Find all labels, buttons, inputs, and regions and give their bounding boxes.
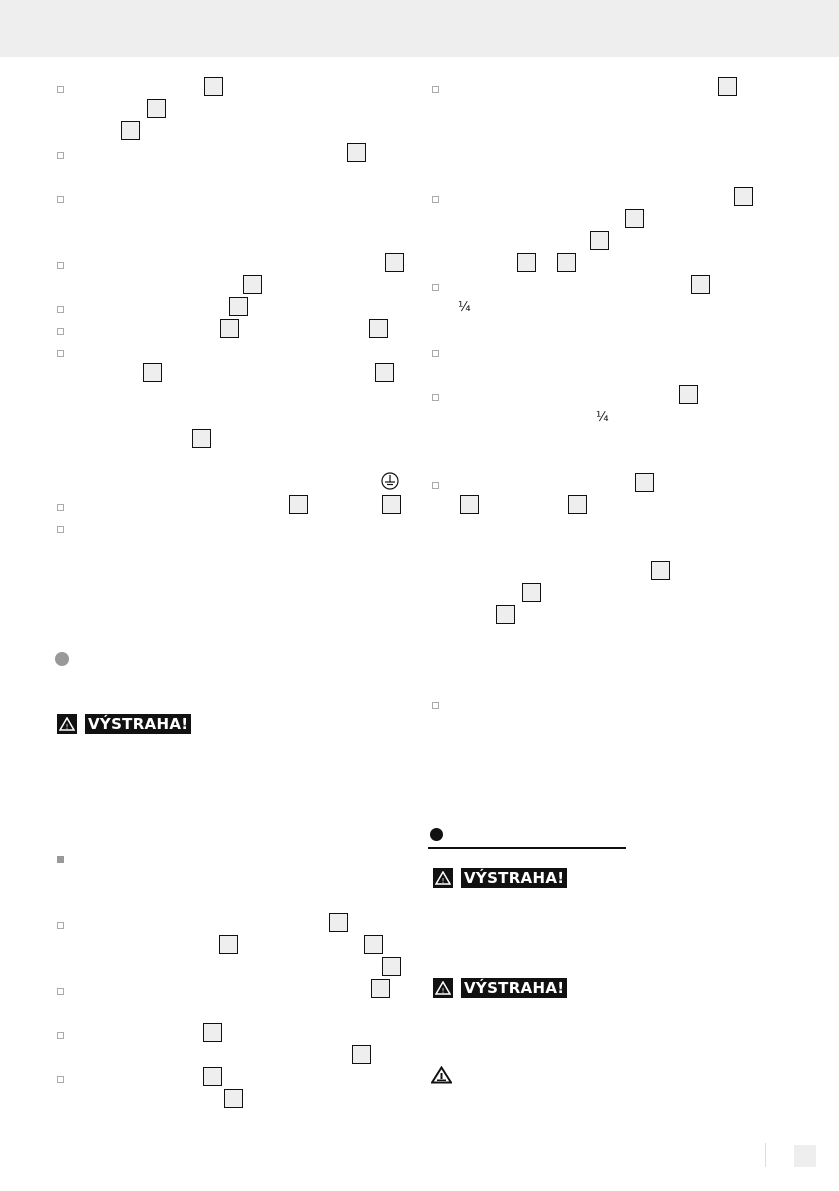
bullet-marker bbox=[57, 86, 64, 93]
figure-reference-box bbox=[219, 935, 238, 954]
warning-triangle-icon: ! bbox=[433, 868, 453, 888]
warning-triangle-icon: ! bbox=[433, 978, 453, 998]
page-footer-divider bbox=[765, 1143, 766, 1167]
figure-reference-box bbox=[364, 935, 383, 954]
svg-text:!: ! bbox=[66, 723, 69, 731]
section-underline bbox=[428, 847, 626, 849]
figure-reference-box bbox=[203, 1023, 222, 1042]
figure-reference-box bbox=[243, 275, 262, 294]
bullet-marker bbox=[57, 152, 64, 159]
bullet-marker bbox=[432, 196, 439, 203]
figure-reference-box bbox=[382, 495, 401, 514]
fraction-text: ¼ bbox=[458, 300, 471, 315]
section-marker-black-circle bbox=[430, 828, 443, 841]
figure-reference-box bbox=[229, 297, 248, 316]
figure-reference-box bbox=[289, 495, 308, 514]
figure-reference-box bbox=[371, 979, 390, 998]
bullet-marker bbox=[432, 482, 439, 489]
figure-reference-box bbox=[517, 253, 536, 272]
figure-reference-box bbox=[121, 121, 140, 140]
bullet-marker bbox=[57, 922, 64, 929]
bullet-marker bbox=[432, 394, 439, 401]
bullet-marker bbox=[432, 284, 439, 291]
subsection-marker-square bbox=[57, 856, 64, 863]
bullet-marker bbox=[57, 196, 64, 203]
figure-reference-box bbox=[204, 77, 223, 96]
bullet-marker bbox=[57, 306, 64, 313]
bullet-marker bbox=[57, 504, 64, 511]
figure-reference-box bbox=[635, 473, 654, 492]
figure-reference-box bbox=[718, 77, 737, 96]
figure-reference-box bbox=[496, 605, 515, 624]
bullet-marker bbox=[57, 1032, 64, 1039]
bullet-marker bbox=[57, 328, 64, 335]
figure-reference-box bbox=[224, 1089, 243, 1108]
warning-label: VÝSTRAHA! bbox=[85, 714, 192, 734]
figure-reference-box bbox=[568, 495, 587, 514]
warning-label: VÝSTRAHA! bbox=[461, 978, 568, 998]
warning-3: ! VÝSTRAHA! bbox=[433, 978, 568, 998]
bullet-marker bbox=[57, 526, 64, 533]
warning-1: ! VÝSTRAHA! bbox=[57, 714, 192, 734]
figure-reference-box bbox=[590, 231, 609, 250]
figure-reference-box bbox=[679, 385, 698, 404]
bullet-marker bbox=[57, 1076, 64, 1083]
warning-label: VÝSTRAHA! bbox=[461, 868, 568, 888]
figure-reference-box bbox=[625, 209, 644, 228]
figure-reference-box bbox=[220, 319, 239, 338]
caution-triangle-icon bbox=[431, 1066, 452, 1084]
page-header-band bbox=[0, 0, 839, 57]
figure-reference-box bbox=[203, 1067, 222, 1086]
figure-reference-box bbox=[147, 99, 166, 118]
figure-reference-box bbox=[347, 143, 366, 162]
bullet-marker bbox=[57, 988, 64, 995]
figure-reference-box bbox=[460, 495, 479, 514]
figure-reference-box bbox=[329, 913, 348, 932]
warning-2: ! VÝSTRAHA! bbox=[433, 868, 568, 888]
bullet-marker bbox=[432, 86, 439, 93]
figure-reference-box bbox=[192, 429, 211, 448]
bullet-marker bbox=[432, 350, 439, 357]
figure-reference-box bbox=[734, 187, 753, 206]
figure-reference-box bbox=[522, 583, 541, 602]
figure-reference-box bbox=[385, 253, 404, 272]
bullet-marker bbox=[432, 702, 439, 709]
figure-reference-box bbox=[352, 1045, 371, 1064]
figure-reference-box bbox=[691, 275, 710, 294]
bullet-marker bbox=[57, 350, 64, 357]
figure-reference-box bbox=[143, 363, 162, 382]
figure-reference-box bbox=[375, 363, 394, 382]
figure-reference-box bbox=[369, 319, 388, 338]
figure-reference-box bbox=[557, 253, 576, 272]
fraction-text: ¼ bbox=[596, 410, 609, 425]
page-number-box bbox=[794, 1145, 816, 1167]
svg-text:!: ! bbox=[442, 987, 445, 995]
section-marker-gray-circle bbox=[55, 652, 69, 666]
warning-triangle-icon: ! bbox=[57, 714, 77, 734]
bullet-marker bbox=[57, 262, 64, 269]
svg-text:!: ! bbox=[442, 877, 445, 885]
figure-reference-box bbox=[651, 561, 670, 580]
ground-symbol-icon bbox=[381, 472, 399, 490]
figure-reference-box bbox=[382, 957, 401, 976]
